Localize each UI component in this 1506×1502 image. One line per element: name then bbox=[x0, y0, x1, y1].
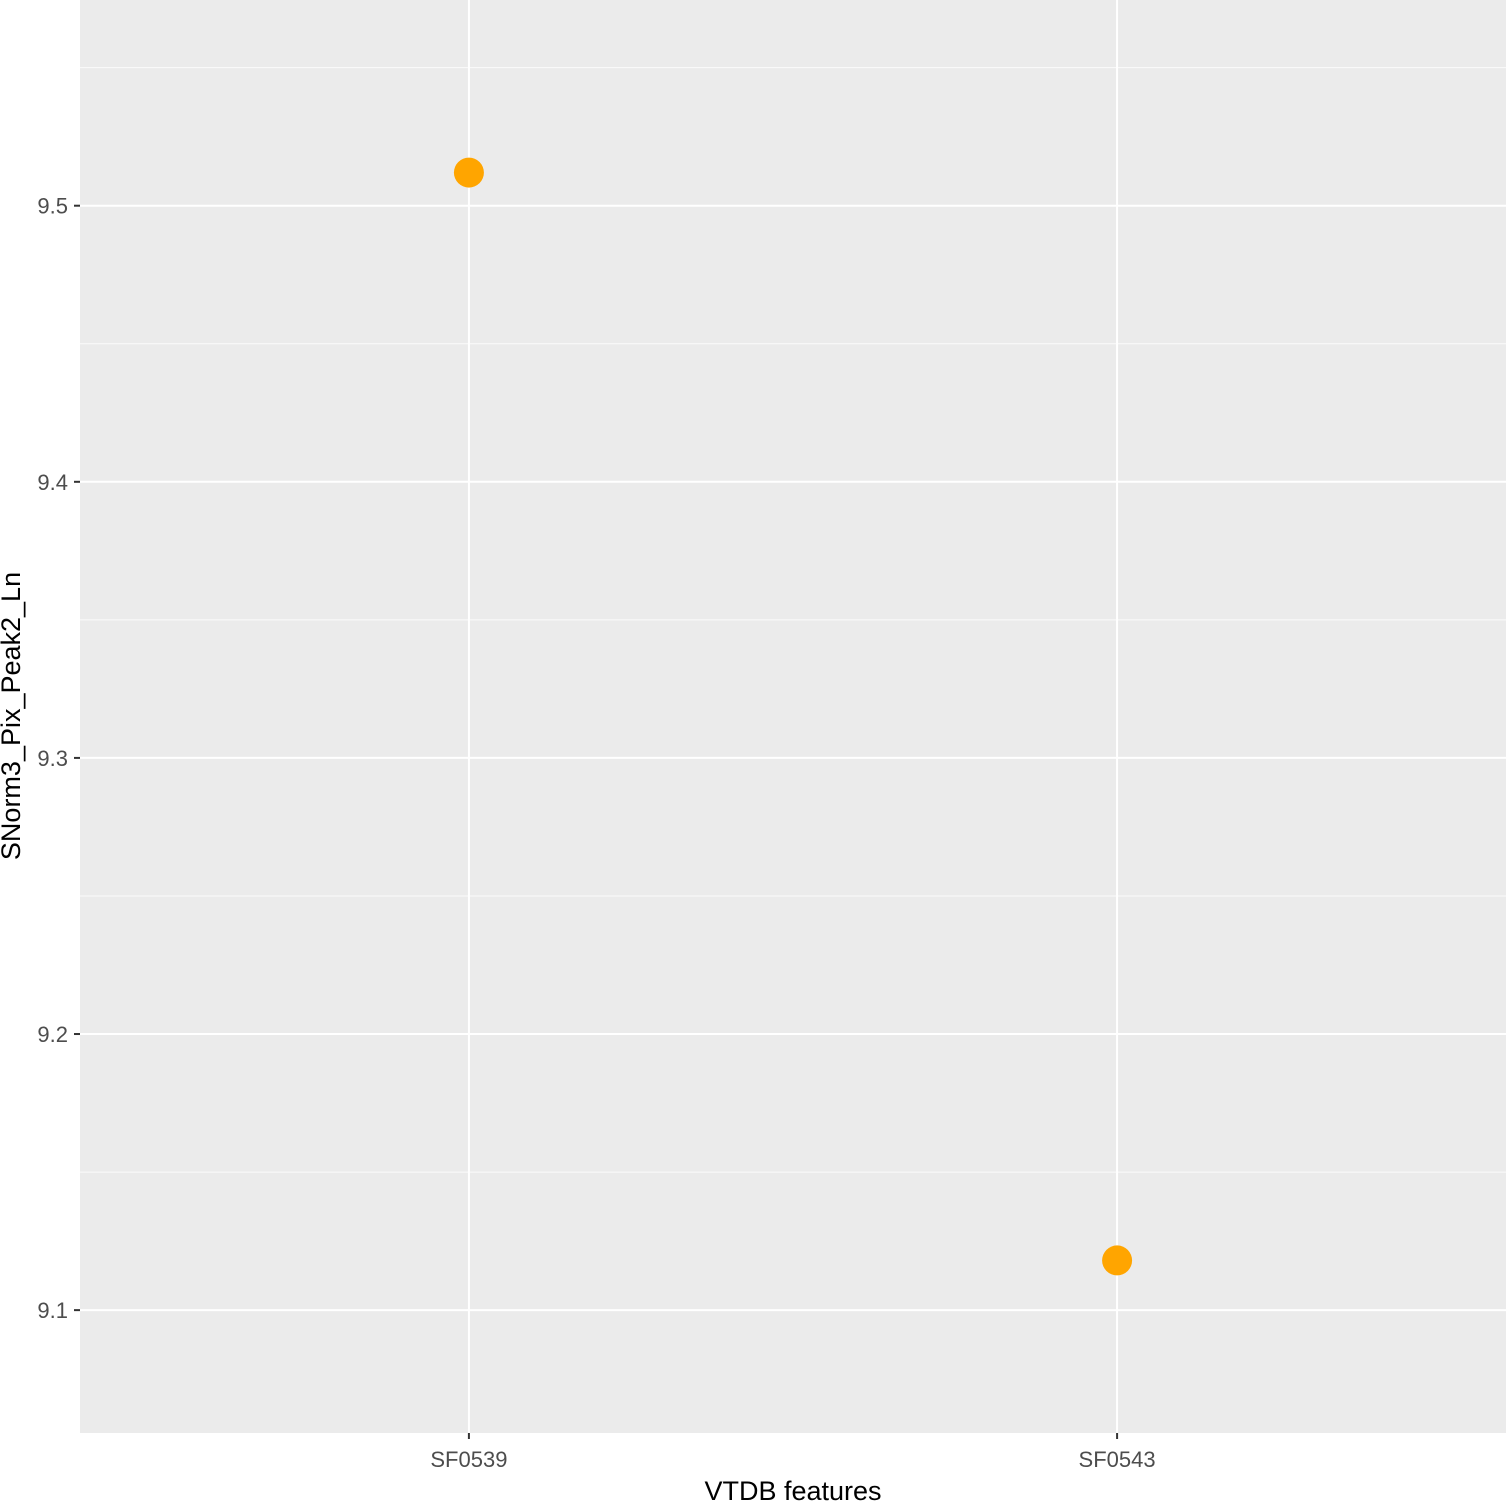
data-points bbox=[453, 157, 1133, 1276]
x-axis-ticks: SF0539 SF0543 bbox=[430, 1433, 1156, 1472]
minor-gridlines bbox=[80, 67, 1506, 1173]
x-tick-label: SF0543 bbox=[1079, 1447, 1156, 1472]
x-tick-label: SF0539 bbox=[430, 1447, 507, 1472]
y-tick-label: 9.1 bbox=[37, 1298, 68, 1323]
y-tick-label: 9.2 bbox=[37, 1022, 68, 1047]
data-point bbox=[1102, 1245, 1133, 1276]
plot-panel bbox=[80, 0, 1506, 1433]
major-gridlines bbox=[80, 0, 1506, 1433]
x-axis-title: VTDB features bbox=[704, 1476, 881, 1502]
y-axis-ticks: 9.1 9.2 9.3 9.4 9.5 bbox=[37, 194, 80, 1323]
y-tick-label: 9.4 bbox=[37, 470, 68, 495]
y-tick-label: 9.3 bbox=[37, 746, 68, 771]
y-tick-label: 9.5 bbox=[37, 194, 68, 219]
data-point bbox=[453, 157, 484, 188]
y-axis-title: SNorm3_Pix_Peak2_Ln bbox=[0, 572, 26, 860]
